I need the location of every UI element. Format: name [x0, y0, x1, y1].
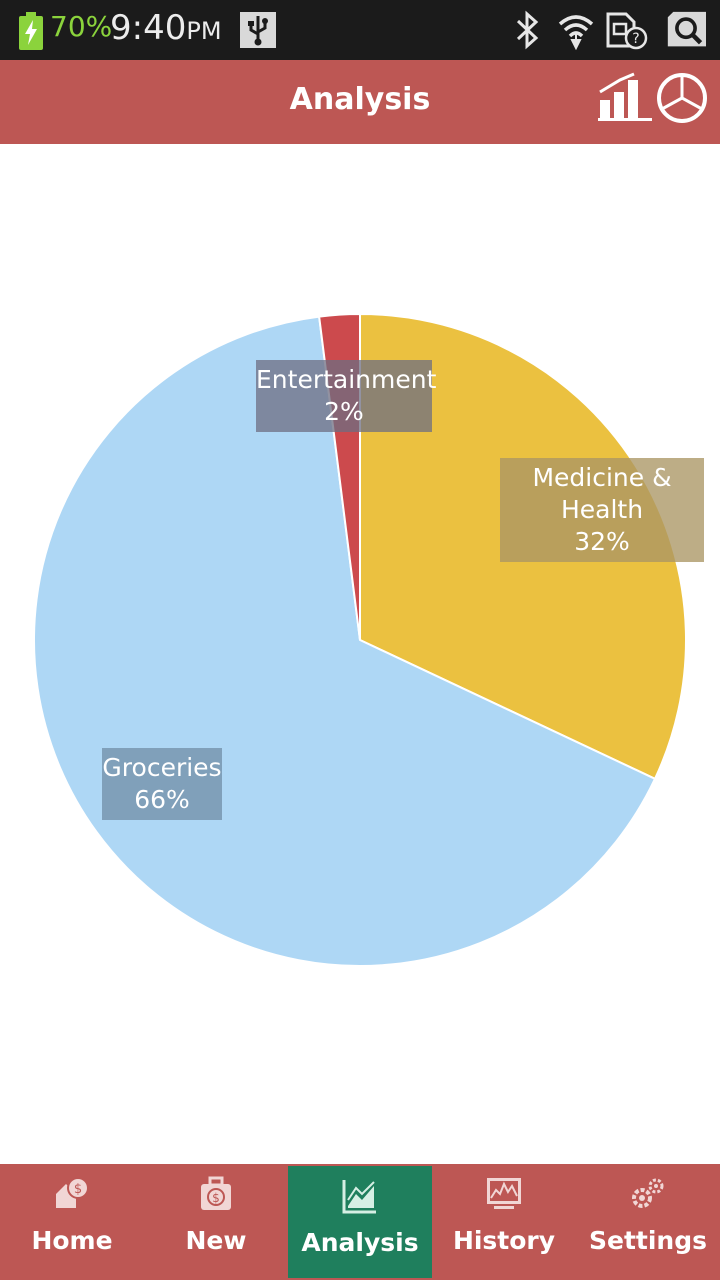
- label-groceries-name: Groceries: [102, 753, 222, 782]
- label-medicine-health: Medicine & Health 32%: [500, 458, 704, 562]
- nav-home-label: Home: [31, 1226, 113, 1255]
- bluetooth-icon: [516, 10, 539, 50]
- nav-home[interactable]: $ Home: [0, 1164, 144, 1280]
- label-entertainment: Entertainment 2%: [256, 360, 437, 432]
- svg-text:$: $: [74, 1182, 82, 1197]
- clock-suffix: PM: [186, 17, 222, 45]
- nav-settings-label: Settings: [588, 1226, 707, 1255]
- pie-chart-icon[interactable]: [656, 72, 708, 124]
- money-bag-icon: $: [201, 1176, 231, 1210]
- status-bar: 70% 9:40PM ?: [0, 0, 720, 60]
- battery-charging-icon: [19, 12, 43, 50]
- bottom-nav: $ Home $ New Analysis History: [0, 1164, 720, 1280]
- nav-history[interactable]: History: [432, 1164, 576, 1280]
- gears-icon: [632, 1178, 664, 1208]
- battery-percent: 70%: [50, 10, 113, 43]
- search-app-icon: [667, 11, 706, 47]
- label-entertainment-pct: 2%: [324, 397, 364, 426]
- bar-chart-icon[interactable]: [598, 72, 654, 122]
- clock: 9:40PM: [110, 8, 222, 48]
- nav-analysis[interactable]: Analysis: [288, 1166, 432, 1278]
- usb-icon: [240, 12, 276, 48]
- svg-text:$: $: [212, 1191, 220, 1205]
- expense-pie-chart: Entertainment 2% Medicine & Health 32% G…: [0, 144, 720, 1164]
- nav-analysis-label: Analysis: [301, 1228, 419, 1257]
- nav-settings[interactable]: Settings: [576, 1164, 720, 1280]
- nav-new[interactable]: $ New: [144, 1164, 288, 1280]
- home-money-icon: $: [56, 1177, 89, 1208]
- label-medicine-pct: 32%: [574, 527, 630, 556]
- label-medicine-name-line2: Health: [560, 495, 644, 524]
- sim-help-icon: ?: [606, 12, 648, 50]
- label-entertainment-name: Entertainment: [256, 365, 437, 394]
- label-groceries: Groceries 66%: [102, 748, 222, 820]
- nav-new-label: New: [185, 1226, 247, 1255]
- label-groceries-pct: 66%: [134, 785, 190, 814]
- clock-time: 9:40: [110, 8, 187, 48]
- app-header: Analysis: [0, 60, 720, 144]
- line-chart-icon: [342, 1180, 376, 1214]
- page-title: Analysis: [289, 82, 431, 117]
- nav-history-label: History: [452, 1226, 556, 1255]
- svg-text:?: ?: [632, 31, 639, 47]
- monitor-chart-icon: [487, 1178, 521, 1209]
- pie-chart-canvas: [33, 312, 687, 967]
- label-medicine-name-line1: Medicine &: [532, 463, 672, 492]
- wifi-icon: [558, 15, 594, 50]
